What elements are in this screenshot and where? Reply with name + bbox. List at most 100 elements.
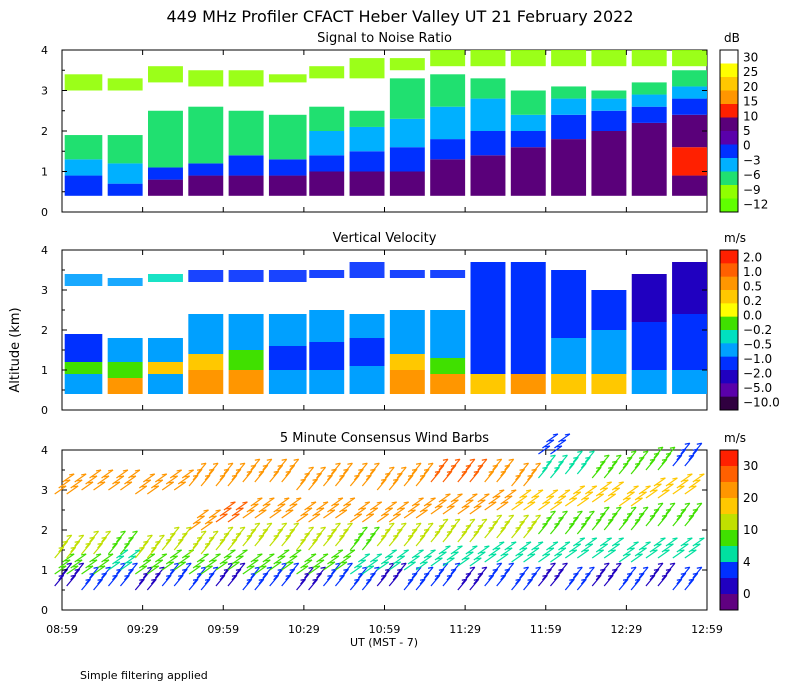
wind-barb-flag — [589, 566, 595, 569]
wind-barb-flag — [280, 503, 286, 506]
wind-barb-flag — [616, 506, 622, 509]
wind-barb — [54, 565, 67, 575]
wind-barb — [330, 522, 341, 535]
y-tick-label: 3 — [41, 484, 48, 497]
wind-barb — [415, 474, 426, 487]
wind-barb — [365, 559, 379, 569]
wind-barb — [127, 562, 138, 575]
wind-barb — [181, 562, 192, 575]
wind-barb-flag — [130, 475, 137, 478]
wind-barb — [369, 553, 383, 563]
value-band — [631, 106, 667, 123]
wind-barb — [235, 549, 248, 559]
wind-barb-flag — [345, 555, 352, 558]
value-band — [64, 334, 103, 362]
wind-barb — [204, 559, 217, 569]
wind-barb-flag — [61, 565, 67, 568]
wind-barb — [484, 470, 495, 483]
wind-barb — [626, 450, 637, 463]
wind-barb — [246, 528, 257, 541]
wind-barb-flag — [630, 450, 637, 453]
wind-barb — [289, 562, 300, 575]
wind-barb — [599, 562, 610, 575]
wind-barb-flag — [453, 551, 459, 554]
wind-barb-flag — [329, 561, 336, 564]
wind-barb — [215, 474, 226, 487]
wind-barb — [653, 502, 664, 515]
wind-barb-flag — [200, 530, 207, 533]
wind-barb — [434, 524, 445, 537]
colorbar-label: 2.0 — [743, 250, 762, 264]
colorbar-swatch — [720, 158, 738, 172]
wind-barb-flag — [292, 503, 298, 506]
colorbar-swatch — [720, 594, 738, 611]
wind-barb-flag — [645, 541, 651, 544]
wind-barb — [308, 478, 319, 491]
wind-barb-flag — [503, 501, 509, 504]
wind-barb — [177, 555, 190, 565]
value-band — [188, 163, 224, 176]
wind-barb — [384, 549, 397, 559]
wind-barb — [580, 516, 591, 529]
wind-barb-flag — [503, 553, 509, 556]
value-band — [188, 354, 224, 370]
wind-barb — [81, 565, 94, 575]
wind-barb-flag — [364, 501, 370, 504]
value-band — [349, 151, 385, 172]
wind-barb-flag — [161, 473, 167, 476]
wind-barb — [227, 513, 240, 523]
wind-barb — [173, 561, 186, 571]
wind-barb — [258, 559, 271, 569]
wind-barb — [477, 566, 488, 579]
wind-barb — [653, 477, 666, 487]
wind-barb — [407, 528, 418, 541]
wind-barb-flag — [78, 562, 84, 565]
wind-barb — [246, 572, 257, 585]
wind-barb — [611, 562, 622, 575]
wind-barb-flag — [684, 566, 690, 569]
wind-barb — [246, 464, 257, 477]
wind-barb-flag — [630, 506, 637, 509]
data-segment — [510, 262, 546, 394]
value-band — [107, 362, 143, 378]
wind-barb-flag — [308, 466, 314, 469]
wind-barb — [316, 501, 329, 511]
value-band — [430, 310, 466, 358]
wind-barb — [161, 574, 172, 587]
wind-barb — [665, 446, 676, 459]
wind-barb-flag — [395, 513, 401, 516]
wind-barb — [376, 534, 387, 547]
wind-barb — [537, 522, 548, 535]
wind-barb — [361, 538, 372, 551]
wind-barb-flag — [445, 493, 451, 496]
wind-barb — [634, 491, 647, 501]
wind-barb-flag — [254, 458, 260, 461]
data-segment — [64, 274, 103, 394]
wind-barb-flag — [548, 439, 555, 442]
data-segment — [389, 270, 425, 394]
wind-barb — [492, 458, 503, 471]
wind-barb-flag — [410, 561, 416, 564]
wind-barb — [196, 553, 209, 563]
wind-barb-flag — [292, 555, 298, 558]
wind-barb-flag — [556, 501, 563, 504]
wind-barb — [58, 559, 71, 569]
wind-barb — [338, 528, 349, 541]
wind-barb — [300, 532, 311, 545]
wind-barb — [576, 497, 590, 507]
wind-barb-flag — [391, 501, 397, 504]
wind-barb — [415, 534, 426, 547]
wind-barb — [215, 561, 228, 571]
wind-barb-flag — [589, 510, 595, 513]
wind-barb — [553, 460, 564, 473]
wind-barb — [196, 530, 207, 543]
wind-barb — [672, 514, 683, 527]
wind-barb — [611, 537, 624, 547]
wind-barb-flag — [337, 549, 344, 552]
wind-barb-flag — [454, 518, 461, 521]
wind-barb — [285, 464, 296, 477]
wind-barb-flag — [257, 497, 263, 500]
wind-barb-flag — [602, 543, 608, 546]
wind-barb — [415, 561, 428, 571]
wind-barb — [89, 566, 100, 579]
